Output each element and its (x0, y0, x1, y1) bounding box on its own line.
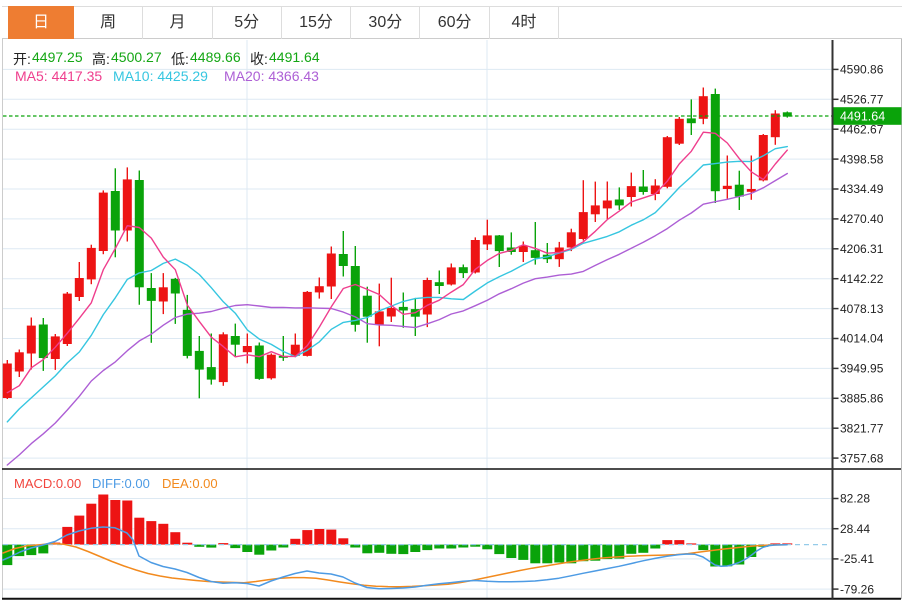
svg-text:4270.40: 4270.40 (840, 212, 884, 226)
svg-text:4078.13: 4078.13 (840, 302, 884, 316)
svg-text:4142.22: 4142.22 (840, 272, 884, 286)
svg-text:3885.86: 3885.86 (840, 392, 884, 406)
svg-text:4334.49: 4334.49 (840, 182, 884, 196)
svg-text:4590.86: 4590.86 (840, 63, 884, 77)
svg-text:-79.26: -79.26 (840, 582, 874, 596)
svg-text:4491.64: 4491.64 (840, 110, 885, 124)
svg-text:3949.95: 3949.95 (840, 362, 884, 376)
svg-text:4526.77: 4526.77 (840, 93, 884, 107)
svg-text:82.28: 82.28 (840, 492, 870, 506)
svg-text:4206.31: 4206.31 (840, 242, 884, 256)
svg-text:28.44: 28.44 (840, 522, 870, 536)
svg-text:4014.04: 4014.04 (840, 332, 884, 346)
svg-text:4462.67: 4462.67 (840, 122, 884, 136)
svg-text:4398.58: 4398.58 (840, 152, 884, 166)
svg-text:3821.77: 3821.77 (840, 421, 884, 435)
svg-text:-25.41: -25.41 (840, 552, 874, 566)
svg-text:3757.68: 3757.68 (840, 451, 884, 465)
